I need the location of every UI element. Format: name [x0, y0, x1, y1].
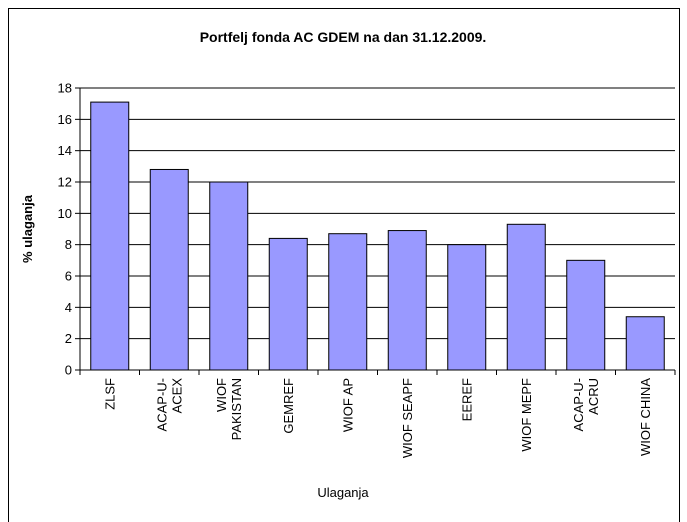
x-tick-label: ACAP-U-ACRU: [571, 378, 601, 431]
y-tick-label: 8: [65, 237, 72, 252]
x-tick-label: WIOF AP: [340, 378, 355, 432]
bar: [625, 316, 665, 371]
bar: [566, 259, 606, 371]
chart-title: Portfelj fonda AC GDEM na dan 31.12.2009…: [200, 29, 487, 45]
y-tick-label: 18: [58, 81, 72, 96]
x-tick-label: WIOFPAKISTAN: [214, 378, 244, 440]
y-tick-label: 0: [65, 363, 72, 378]
bar: [268, 237, 308, 371]
bar: [90, 101, 130, 371]
y-tick-label: 6: [65, 269, 72, 284]
x-tick-label: EEREF: [459, 378, 474, 421]
bar: [387, 230, 427, 371]
bar: [447, 244, 487, 371]
y-tick-label: 4: [65, 300, 72, 315]
x-tick-label: WIOF CHINA: [638, 378, 653, 456]
y-tick-label: 12: [58, 175, 72, 190]
x-tick-label: WIOF SEAPF: [400, 378, 415, 458]
y-axis-title: % ulaganja: [20, 194, 35, 263]
x-tick-label: GEMREF: [281, 378, 296, 434]
x-tick-label: ACAP-U-ACEX: [154, 378, 184, 432]
bar: [506, 223, 546, 371]
x-tick-label: ZLSF: [102, 378, 117, 410]
y-tick-label: 2: [65, 331, 72, 346]
bar: [149, 168, 189, 371]
y-tick-label: 16: [58, 112, 72, 127]
y-tick-label: 10: [58, 206, 72, 221]
bar: [209, 181, 249, 371]
x-axis-title: Ulaganja: [317, 485, 369, 500]
y-tick-label: 14: [58, 143, 72, 158]
x-tick-label: WIOF MEPF: [519, 378, 534, 452]
bar: [328, 233, 368, 371]
